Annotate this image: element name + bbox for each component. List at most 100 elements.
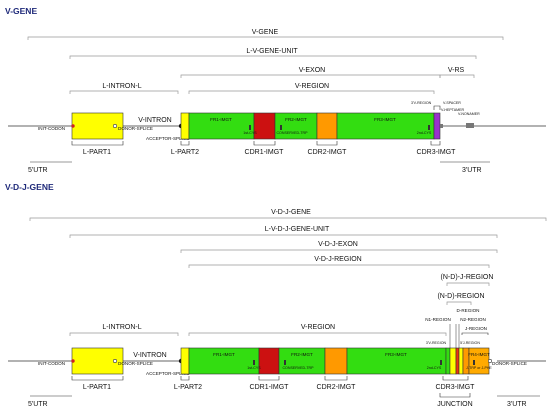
vdj-acceptor-splice-label: ACCEPTOR-SPLICE — [146, 371, 189, 376]
vdj-gene-section: V-D-J-GENE V-D-J-GENE L-V-D-J-GENE-UNIT … — [5, 182, 547, 408]
v-gene-l-part1-bracket — [71, 141, 124, 146]
vdj-v-intron-label: V-INTRON — [133, 352, 166, 359]
v-gene-acceptor-splice-label: ACCEPTOR-SPLICE — [146, 136, 189, 141]
v-gene-v-nonamer-label: V-NONAMER — [458, 112, 480, 116]
v-d-j-exon-label: V-D-J-EXON — [318, 241, 358, 248]
v-gene-heptamer-block — [440, 124, 443, 128]
vdj-d-region-label: D-REGION — [457, 308, 480, 313]
l-v-d-j-gene-unit-label: L-V-D-J-GENE-UNIT — [265, 226, 330, 233]
vdj-cdr1-box — [258, 347, 280, 375]
vdj-fr3-box — [346, 347, 447, 375]
v-gene-cdr3-bracket — [430, 141, 441, 146]
vdj-5j-region-label: 5'J-REGION — [460, 341, 480, 345]
n-d-j-region-span — [446, 282, 490, 286]
l-intron-l-span — [69, 90, 179, 94]
vdj-2nd-cys-mark — [440, 360, 442, 365]
v-rs-label: V-RS — [448, 67, 465, 74]
vdj-right-donor-splice-label: DONOR-SPLICE — [492, 361, 527, 366]
v-d-j-region-label: V-D-J-REGION — [314, 256, 361, 263]
v-gene-1st-cys-mark — [249, 125, 251, 130]
vdj-n1-region-label: N1-REGION — [425, 317, 451, 322]
n-d-region-span — [446, 301, 472, 305]
vdj-l-part1-label: L-PART1 — [83, 384, 111, 391]
l-v-d-j-gene-unit-span — [69, 234, 498, 238]
v-gene-init-codon-dot — [71, 124, 75, 128]
v-gene-cdr1-bracket — [253, 141, 276, 146]
v-gene-fr3-label: FR3-IMGT — [374, 117, 396, 122]
vdj-l-part1-bracket — [71, 376, 124, 381]
v-gene-section: V-GENE V-GENE L-V-GENE-UNIT V-EXON L-INT… — [5, 6, 546, 174]
v-gene-cdr2-bracket — [316, 141, 338, 146]
v-gene-fr2-label: FR2-IMGT — [285, 117, 307, 122]
vdj-v-region-span — [188, 332, 447, 336]
v-gene-2nd-cys-label: 2nd-CYS — [417, 131, 432, 135]
v-gene-l-part2-bracket — [180, 141, 190, 146]
vdj-5utr-label: 5'UTR — [28, 401, 48, 408]
vdj-conserved-trp-mark — [284, 360, 286, 365]
vdj-j-trp-label: J-TRP or J-PHE — [466, 366, 492, 370]
vdj-cdr2-box — [324, 347, 348, 375]
vdj-n2-region-label: N2-REGION — [460, 317, 486, 322]
v-gene-span-label: V-GENE — [252, 29, 279, 36]
vdj-donor-splice-label: DONOR-SPLICE — [118, 361, 153, 366]
v-d-j-region-span — [188, 264, 490, 268]
vdj-fr3-label: FR3-IMGT — [385, 352, 407, 357]
v-gene-l-part1-label: L-PART1 — [83, 149, 111, 156]
vdj-init-codon-dot — [71, 359, 75, 363]
v-gene-init-codon-label: INIT-CODON — [38, 126, 65, 131]
vdj-junction-label: JUNCTION — [437, 401, 472, 408]
vdj-gene-title: V-D-J-GENE — [5, 182, 54, 192]
vdj-cdr1-label: CDR1-IMGT — [250, 384, 290, 391]
n-d-region-label: (N-D)-REGION — [437, 293, 484, 300]
vdj-j-region-label: J-REGION — [465, 326, 487, 331]
vdj-3v-region-label: 3'V-REGION — [426, 341, 447, 345]
v-gene-donor-splice-dot — [113, 124, 118, 129]
vdj-d-box — [455, 347, 460, 375]
vdj-junction-bracket — [439, 393, 471, 398]
vdj-l-part2-bracket — [180, 376, 190, 381]
l-v-gene-unit-span — [69, 55, 477, 59]
v-gene-span — [27, 36, 504, 40]
v-exon-span — [180, 74, 441, 78]
vdj-fr2-label: FR2-IMGT — [291, 352, 313, 357]
vdj-j-trp-mark — [473, 360, 475, 365]
v-gene-v-rs-box — [433, 112, 441, 140]
v-gene-3v-region-label: 3'V-REGION — [411, 101, 432, 105]
v-gene-v-heptamer-label: V-HEPTAMER — [441, 108, 465, 112]
v-gene-cdr2-label: CDR2-IMGT — [308, 149, 348, 156]
vdj-n2-box — [458, 347, 464, 375]
vdj-l-intron-l-span — [69, 332, 179, 336]
v-gene-2nd-cys-mark — [428, 125, 430, 130]
vdj-cdr3-label: CDR3-IMGT — [436, 384, 476, 391]
v-gene-5utr-label: 5'UTR — [28, 167, 48, 174]
v-gene-v-spacer-label: V-SPACER — [443, 101, 461, 105]
vdj-n1-box — [449, 347, 457, 375]
v-gene-fr3-box — [336, 112, 435, 140]
v-gene-conserved-trp-mark — [280, 125, 282, 130]
vdj-3utr-label: 3'UTR — [507, 401, 527, 408]
vdj-l-part2-box — [180, 347, 190, 375]
v-gene-fr2-box — [274, 112, 318, 140]
vdj-l-intron-l-label: L-INTRON-L — [102, 324, 141, 331]
vdj-init-codon-label: INIT-CODON — [38, 361, 65, 366]
vdj-fr1-label: FR1-IMGT — [213, 352, 235, 357]
v-gene-nonamer-block — [466, 123, 474, 128]
vdj-donor-splice-dot — [113, 358, 118, 363]
n-d-j-region-label: (N-D)-J-REGION — [441, 274, 494, 281]
vdj-gene-span-label: V-D-J-GENE — [271, 209, 311, 216]
vdj-1st-cys-label: 1st-CYS — [247, 366, 261, 370]
vdj-gene-span — [29, 217, 547, 221]
vdj-right-donor-splice-dot — [487, 358, 492, 363]
v-rs-span — [439, 74, 475, 78]
vdj-cdr2-label: CDR2-IMGT — [317, 384, 357, 391]
vdj-2nd-cys-label: 2nd-CYS — [427, 366, 442, 370]
v-gene-fr1-label: FR1-IMGT — [210, 117, 232, 122]
l-v-gene-unit-label: L-V-GENE-UNIT — [246, 48, 298, 55]
v-gene-3utr-label: 3'UTR — [462, 167, 482, 174]
l-intron-l-label: L-INTRON-L — [102, 83, 141, 90]
v-exon-label: V-EXON — [299, 67, 325, 74]
vdj-v-end-box — [445, 347, 451, 375]
vdj-v-region-label: V-REGION — [301, 324, 335, 331]
v-gene-donor-splice-label: DONOR-SPLICE — [118, 126, 153, 131]
